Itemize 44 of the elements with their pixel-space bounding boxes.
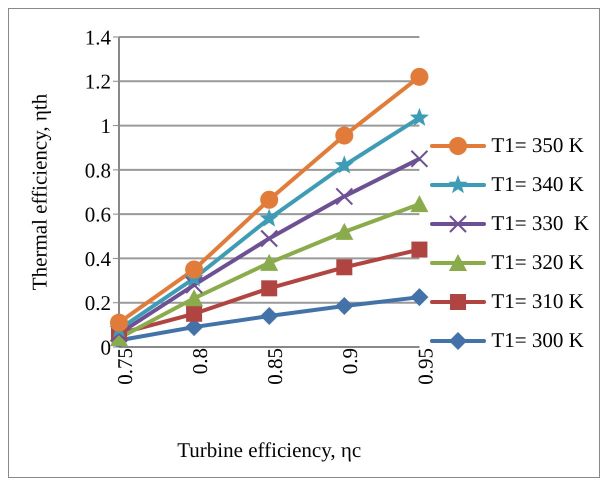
- y-tick-label: 0.4: [84, 246, 112, 271]
- legend-label: T1= 340 K: [491, 172, 584, 197]
- point: [110, 314, 128, 332]
- y-tick-label: 1.4: [84, 25, 112, 50]
- point: [334, 155, 354, 174]
- x-axis-title: Turbine efficiency, ηc: [177, 438, 362, 462]
- point: [185, 260, 204, 278]
- point: [260, 307, 278, 325]
- point: [410, 150, 428, 168]
- point: [261, 280, 278, 296]
- point: [335, 297, 354, 316]
- point: [410, 68, 428, 86]
- y-tick-label: 0.6: [84, 202, 111, 227]
- point: [411, 242, 428, 258]
- point: [410, 195, 428, 212]
- point: [410, 108, 429, 126]
- x-tick-label: 0.95: [413, 348, 438, 385]
- point: [410, 288, 428, 306]
- point: [185, 289, 204, 306]
- point: [260, 190, 278, 209]
- x-tick-label: 0.85: [263, 348, 288, 385]
- y-tick-label: 0.8: [84, 158, 111, 182]
- x-tick-label: 0.8: [188, 348, 212, 374]
- legend-label: T1= 330 K: [491, 211, 589, 236]
- y-tick-label: 0.2: [84, 291, 111, 316]
- point: [335, 222, 354, 240]
- point: [260, 208, 279, 227]
- point: [335, 187, 354, 206]
- point: [260, 230, 278, 248]
- y-tick-label: 0: [100, 335, 111, 360]
- legend-label: T1= 300 K: [491, 328, 584, 353]
- legend-label: T1= 350 K: [491, 133, 584, 158]
- y-axis-title: Thermal efficiency, ηth: [27, 93, 52, 290]
- point: [186, 306, 202, 322]
- y-tick-label: 1: [100, 114, 111, 138]
- point: [335, 126, 354, 145]
- legend-label: T1= 320 K: [491, 250, 584, 275]
- y-tick-label: 1.2: [84, 70, 111, 94]
- point: [260, 254, 278, 271]
- point: [336, 259, 352, 276]
- legend-label: T1= 310 K: [491, 289, 584, 314]
- point: [185, 276, 204, 294]
- x-tick-label: 0.75: [112, 348, 137, 385]
- x-tick-label: 0.9: [338, 348, 362, 374]
